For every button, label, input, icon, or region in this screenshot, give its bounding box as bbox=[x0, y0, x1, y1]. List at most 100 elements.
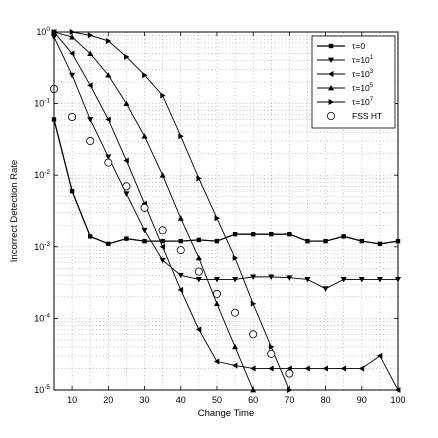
triangle-up-marker bbox=[123, 100, 130, 106]
series-4 bbox=[51, 29, 293, 393]
triangle-left-marker bbox=[105, 116, 111, 123]
legend-label: τ=105 bbox=[352, 83, 374, 93]
triangle-left-marker bbox=[304, 365, 310, 372]
circle-marker bbox=[68, 112, 77, 121]
axis-ticks: 10 20 30 40 50 60 70 80 90 100 100 10-1 10-2 10-3 10-4… bbox=[34, 26, 405, 405]
triangle-down-marker bbox=[304, 277, 311, 283]
x-axis-label: Change Time bbox=[198, 408, 255, 419]
triangle-up-marker bbox=[87, 50, 94, 56]
plot-frame bbox=[53, 31, 399, 391]
x-tick-label: 60 bbox=[248, 395, 258, 405]
triangle-up-marker bbox=[141, 133, 148, 139]
triangle-right-marker bbox=[160, 92, 166, 99]
series-line bbox=[53, 31, 399, 391]
y-tick-label: 10-4 bbox=[34, 312, 50, 323]
triangle-left-marker bbox=[232, 362, 238, 369]
square-marker bbox=[160, 238, 165, 244]
square-marker bbox=[88, 234, 93, 239]
circle-marker bbox=[86, 137, 95, 146]
y-tick-label: 100 bbox=[36, 26, 50, 37]
triangle-down-marker bbox=[340, 277, 347, 283]
y-tick-label: 10-2 bbox=[34, 169, 50, 180]
square-marker bbox=[287, 231, 292, 237]
x-tick-label: 20 bbox=[103, 395, 113, 405]
circle-marker bbox=[249, 330, 258, 339]
x-tick-label: 80 bbox=[321, 395, 331, 405]
square-marker bbox=[305, 238, 310, 244]
legend-label: τ=103 bbox=[352, 69, 374, 79]
y-tick-label: 10-5 bbox=[34, 384, 50, 395]
triangle-up-marker bbox=[159, 172, 166, 178]
triangle-down-marker bbox=[328, 57, 334, 63]
triangle-down-marker bbox=[250, 274, 257, 280]
circle-marker bbox=[285, 369, 294, 378]
triangle-left-marker bbox=[177, 286, 184, 293]
triangle-left-marker bbox=[322, 365, 328, 372]
square-marker bbox=[232, 231, 238, 237]
series-0 bbox=[51, 117, 401, 247]
circle-marker bbox=[212, 289, 221, 298]
legend-label: τ=107 bbox=[352, 97, 374, 107]
triangle-down-marker bbox=[268, 274, 275, 280]
x-tick-label: 90 bbox=[357, 395, 367, 405]
triangle-down-marker bbox=[195, 277, 202, 283]
legend-entry: τ=103 bbox=[317, 69, 374, 79]
triangle-left-marker bbox=[358, 365, 365, 372]
series-group bbox=[50, 29, 401, 393]
triangle-up-marker bbox=[213, 300, 220, 307]
square-marker bbox=[214, 238, 220, 244]
legend-box bbox=[311, 35, 396, 129]
circle-marker bbox=[231, 308, 240, 317]
triangle-down-marker bbox=[322, 286, 329, 292]
triangle-left-marker bbox=[123, 157, 129, 164]
square-marker bbox=[106, 241, 111, 247]
square-marker bbox=[69, 188, 75, 194]
triangle-right-marker bbox=[105, 37, 112, 44]
square-marker bbox=[250, 231, 256, 237]
triangle-right-marker bbox=[232, 254, 239, 261]
x-tick-label: 40 bbox=[176, 395, 186, 405]
square-marker bbox=[269, 231, 274, 237]
triangle-right-marker bbox=[268, 343, 275, 350]
triangle-left-marker bbox=[268, 365, 274, 372]
triangle-up-marker bbox=[105, 72, 112, 78]
legend-entry: τ=0 bbox=[317, 41, 365, 51]
triangle-down-marker bbox=[141, 227, 148, 234]
series-3 bbox=[51, 29, 257, 393]
square-marker bbox=[142, 238, 147, 244]
series-5 bbox=[50, 84, 294, 378]
triangle-down-marker bbox=[213, 277, 220, 283]
triangle-left-marker bbox=[376, 352, 383, 359]
legend-entry: τ=107 bbox=[317, 97, 374, 107]
triangle-down-marker bbox=[105, 154, 112, 160]
circle-marker bbox=[194, 267, 203, 276]
triangle-down-marker bbox=[69, 72, 76, 79]
square-marker bbox=[196, 237, 202, 243]
square-marker bbox=[359, 238, 364, 244]
y-tick-label: 10-3 bbox=[34, 241, 50, 252]
triangle-right-marker bbox=[178, 133, 184, 140]
square-marker bbox=[377, 241, 383, 247]
circle-marker bbox=[158, 226, 167, 235]
triangle-right-marker bbox=[250, 300, 257, 307]
legend: τ=0 τ=101 τ=103 τ=105 τ=107 FSS HT bbox=[311, 35, 396, 129]
square-marker bbox=[328, 43, 334, 49]
triangle-right-marker bbox=[196, 175, 202, 182]
triangle-down-marker bbox=[177, 272, 184, 279]
triangle-left-marker bbox=[340, 365, 347, 372]
triangle-down-marker bbox=[286, 275, 293, 281]
triangle-up-marker bbox=[177, 215, 184, 221]
triangle-up-marker bbox=[232, 343, 239, 350]
square-marker bbox=[178, 238, 183, 244]
triangle-left-marker bbox=[159, 243, 166, 250]
legend-entry: τ=105 bbox=[317, 83, 374, 93]
x-tick-label: 50 bbox=[212, 395, 222, 405]
circle-marker bbox=[326, 112, 335, 121]
triangle-down-marker bbox=[123, 191, 130, 197]
triangle-up-marker bbox=[69, 34, 76, 40]
circle-marker bbox=[122, 182, 131, 191]
x-tick-label: 70 bbox=[284, 395, 294, 405]
triangle-up-marker bbox=[328, 85, 334, 91]
triangle-left-marker bbox=[69, 50, 75, 57]
square-marker bbox=[323, 238, 328, 244]
